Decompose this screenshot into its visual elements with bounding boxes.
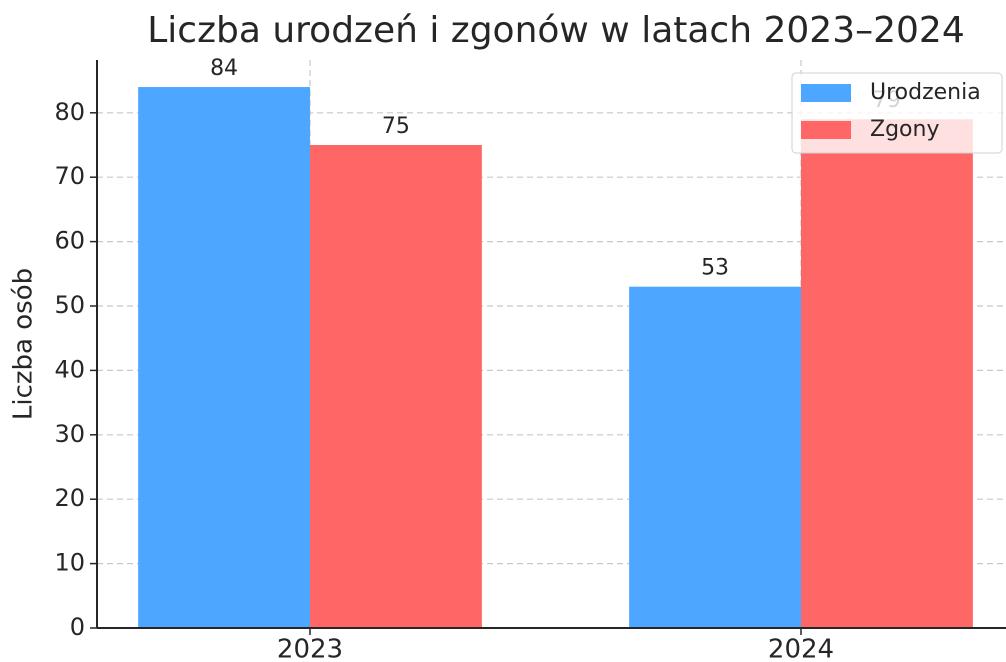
bar: [138, 87, 310, 629]
data-label: 53: [701, 256, 729, 281]
y-tick-label: 70: [54, 162, 85, 190]
bar: [310, 145, 482, 628]
x-tick-label: 2024: [768, 635, 834, 662]
y-tick-label: 50: [54, 291, 85, 319]
y-tick-label: 30: [54, 420, 85, 448]
legend: Urodzenia Zgony: [791, 72, 1003, 154]
data-label: 75: [382, 114, 410, 139]
bar: [801, 119, 973, 628]
y-tick-label: 40: [54, 355, 85, 383]
y-tick-label: 0: [70, 613, 85, 641]
x-tick-label: 2023: [277, 635, 343, 662]
y-tick-label: 80: [54, 98, 85, 126]
legend-label: Urodzenia: [870, 80, 981, 105]
legend-label: Zgony: [870, 117, 939, 142]
bar: [629, 286, 801, 628]
data-label: 84: [210, 56, 238, 81]
y-tick-label: 60: [54, 227, 85, 255]
y-axis-label: Liczba osób: [9, 268, 39, 420]
y-tick-label: 20: [54, 484, 85, 512]
y-tick-label: 10: [54, 549, 85, 577]
legend-swatch: [801, 84, 851, 102]
legend-swatch: [801, 121, 851, 139]
chart-title: Liczba urodzeń i zgonów w latach 2023–20…: [147, 10, 964, 51]
